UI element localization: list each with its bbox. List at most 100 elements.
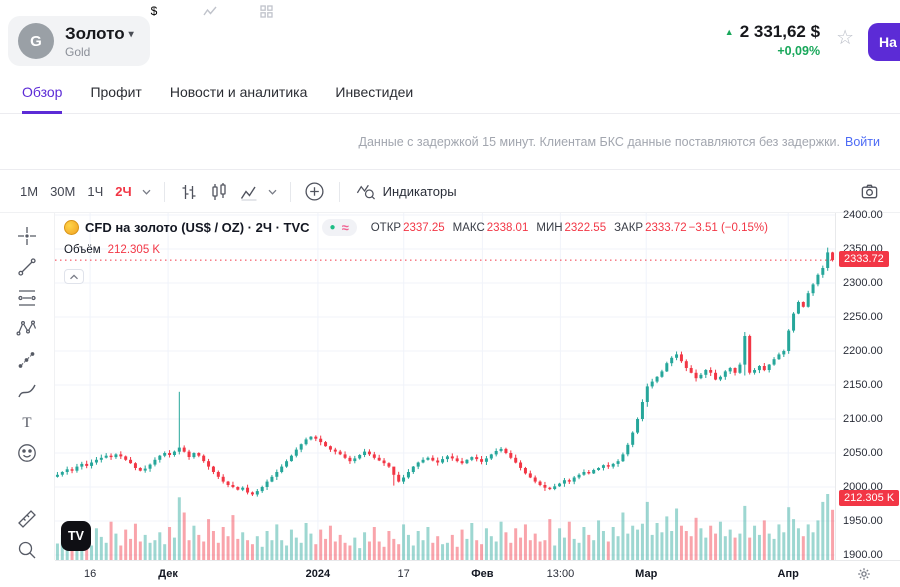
price-tick: 2250.00 (843, 311, 883, 323)
time-tick: Мар (635, 568, 658, 580)
volume-value: 212.305 K (107, 244, 161, 256)
timeframe-2h[interactable]: 2Ч (115, 184, 132, 199)
instrument-selector[interactable]: G Золото ▾ Gold (8, 16, 150, 66)
price-tick: 2100.00 (843, 413, 883, 425)
quick-toolbar: $ (146, 3, 274, 19)
login-link[interactable]: Войти (845, 135, 880, 149)
chart-canvas[interactable]: CFD на золото (US$ / OZ) · 2Ч · TVC ● ≈ … (55, 213, 835, 560)
time-tick: Дек (158, 568, 178, 580)
price-tick: 2050.00 (843, 447, 883, 459)
grid-icon[interactable] (258, 3, 274, 19)
instrument-ticker: Gold (65, 44, 91, 59)
zoom-icon[interactable] (15, 539, 39, 561)
tab-overview[interactable]: Обзор (22, 84, 63, 114)
crosshair-icon[interactable] (15, 225, 39, 247)
measure-icon[interactable] (15, 508, 39, 530)
low-value: 2322.55 (564, 221, 607, 234)
emoji-icon[interactable] (15, 442, 39, 464)
page-title: Золото (65, 23, 125, 43)
axis-settings-corner (835, 560, 900, 587)
trend-line-icon[interactable] (15, 256, 39, 278)
time-tick: 17 (397, 568, 410, 580)
trade-button[interactable]: На (868, 23, 900, 61)
time-tick: 2024 (305, 568, 331, 580)
legend-title: CFD на золото (US$ / OZ) · 2Ч · TVC (85, 220, 310, 235)
brush-icon[interactable] (15, 380, 39, 402)
instrument-name-block: Золото ▾ Gold (65, 24, 134, 59)
price-axis[interactable]: 2333.72 212.305 K 2400.00 2350.00 2300.00 2… (835, 209, 900, 561)
timeframe-1h[interactable]: 1Ч (87, 184, 104, 199)
text-tool-icon[interactable]: T (15, 411, 39, 433)
svg-text:T: T (22, 415, 31, 431)
volume-tag: 212.305 K (839, 490, 900, 506)
area-style-icon[interactable] (236, 179, 262, 205)
delayed-data-icon: ≈ (341, 220, 349, 235)
delayed-data-notice: Данные с задержкой 15 минут. Клиентам БК… (0, 115, 900, 170)
price-tick: 2300.00 (843, 277, 883, 289)
time-tick: Апр (777, 568, 799, 580)
price-block: ▲ 2 331,62 $ +0,09% ☆ На (725, 22, 900, 61)
trend-up-triangle-icon: ▲ (724, 26, 734, 37)
indicators-label: Индикаторы (382, 184, 457, 199)
timeframe-1m[interactable]: 1М (20, 184, 39, 199)
price-tick: 1950.00 (843, 515, 883, 527)
price-tick: 2400.00 (843, 209, 883, 221)
open-value: 2337.25 (403, 221, 445, 234)
currency-icon[interactable]: $ (146, 3, 162, 19)
indicators-button[interactable]: Индикаторы (355, 180, 457, 204)
divider (163, 181, 165, 202)
candlestick-chart[interactable] (55, 213, 835, 560)
price-change-percent: +0,09% (777, 44, 821, 58)
chart-legend: CFD на золото (US$ / OZ) · 2Ч · TVC ● ≈ … (64, 219, 768, 236)
price-tick: 1900.00 (843, 549, 883, 561)
divider (338, 181, 340, 202)
chart-toolbar: 1М 30М 1Ч 2Ч Индикаторы (0, 171, 900, 213)
drawing-toolbar: T (0, 213, 55, 560)
tab-invest-ideas[interactable]: Инвестидеи (335, 84, 414, 100)
open-label: ОТКР (370, 221, 402, 234)
time-tick: Фев (471, 568, 494, 580)
divider (289, 181, 291, 202)
chart-style-chevron-icon[interactable] (268, 189, 277, 195)
gear-icon[interactable] (857, 567, 871, 581)
instrument-avatar: G (18, 23, 54, 59)
timeframe-30m[interactable]: 30М (50, 184, 76, 199)
time-axis[interactable]: 16 Дек 2024 17 Фев 13:00 Мар Апр (55, 560, 835, 587)
timeframe-chevron-icon[interactable] (142, 189, 151, 195)
time-tick: 16 (83, 568, 97, 580)
current-price: 2 331,62 $ (739, 22, 821, 41)
tab-profit[interactable]: Профит (90, 84, 142, 100)
favorite-star-icon[interactable]: ☆ (836, 27, 854, 49)
close-label: ЗАКР (614, 221, 644, 234)
tab-news-analytics[interactable]: Новости и аналитика (169, 84, 308, 100)
close-value: 2333.72 (645, 221, 687, 234)
sparkline-icon[interactable] (202, 3, 218, 19)
chevron-down-icon: ▾ (128, 29, 134, 40)
plus-circle-icon[interactable] (302, 179, 328, 205)
section-tabs: Обзор Профит Новости и аналитика Инвести… (0, 84, 900, 114)
low-label: МИН (536, 221, 563, 234)
volume-label: Объём (64, 244, 101, 256)
collapse-legend-button[interactable] (64, 269, 84, 284)
market-open-dot-icon: ● (329, 221, 336, 233)
last-price-tag: 2333.72 (839, 251, 889, 267)
notice-text: Данные с задержкой 15 минут. Клиентам БК… (358, 135, 841, 149)
high-value: 2338.01 (486, 221, 529, 234)
pattern-xabcd-icon[interactable] (15, 318, 39, 340)
candlestick-style-icon[interactable] (206, 179, 232, 205)
price-tick: 2150.00 (843, 379, 883, 391)
gold-coin-icon (64, 220, 79, 235)
forecast-icon[interactable] (15, 349, 39, 371)
camera-icon[interactable] (856, 179, 882, 205)
tradingview-logo[interactable]: TV (61, 521, 91, 551)
volume-legend: Объём 212.305 K (64, 244, 160, 256)
high-label: МАКС (452, 221, 485, 234)
indicators-icon (355, 180, 376, 204)
bars-style-icon[interactable] (176, 179, 202, 205)
price-tick: 2200.00 (843, 345, 883, 357)
time-tick: 13:00 (546, 568, 575, 580)
market-status-badges: ● ≈ (321, 219, 357, 236)
fib-retracement-icon[interactable] (15, 287, 39, 309)
chart-region: T CFD на золото (US$ / OZ) · 2Ч · TVC ● … (0, 209, 900, 587)
